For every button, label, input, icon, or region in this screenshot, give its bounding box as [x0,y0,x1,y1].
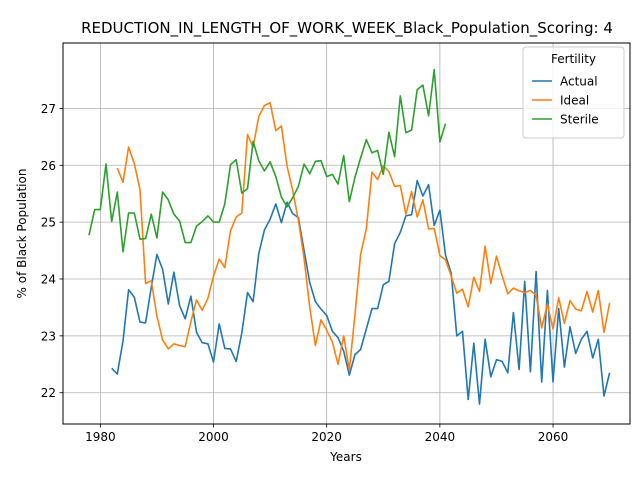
grid-lines [63,43,630,424]
x-tick-label: 2040 [425,430,456,444]
series-line-actual [111,179,611,405]
x-axis-label: Years [329,450,362,464]
y-tick-label: 24 [41,272,56,286]
y-tick-label: 23 [41,329,56,343]
chart-title: REDUCTION_IN_LENGTH_OF_WORK_WEEK_Black_P… [81,19,613,38]
x-tick-label: 2020 [311,430,342,444]
legend-label-sterile: Sterile [560,113,599,127]
series-lines [88,68,611,405]
legend-label-ideal: Ideal [560,94,589,108]
legend-label-actual: Actual [560,75,598,89]
y-axis-label: % of Black Population [15,169,29,299]
x-tick-label: 2060 [538,430,569,444]
legend-frame [522,46,625,139]
legend-title: Fertility [551,52,596,66]
x-tick-label: 2000 [198,430,229,444]
x-tick-label: 1980 [85,430,116,444]
y-tick-label: 27 [41,102,56,116]
series-line-ideal [116,101,611,371]
y-tick-label: 26 [41,159,56,173]
y-axis-ticks: 22 23 24 25 26 27 [41,102,63,400]
legend: Fertility Actual Ideal Sterile [522,46,625,139]
y-tick-label: 25 [41,216,56,230]
series-line-sterile [88,68,447,253]
x-axis-ticks: 1980 2000 2020 2040 2060 [85,424,568,444]
y-tick-label: 22 [41,386,56,400]
legend-items: Actual Ideal Sterile [532,75,599,127]
plot-frame [62,42,631,425]
